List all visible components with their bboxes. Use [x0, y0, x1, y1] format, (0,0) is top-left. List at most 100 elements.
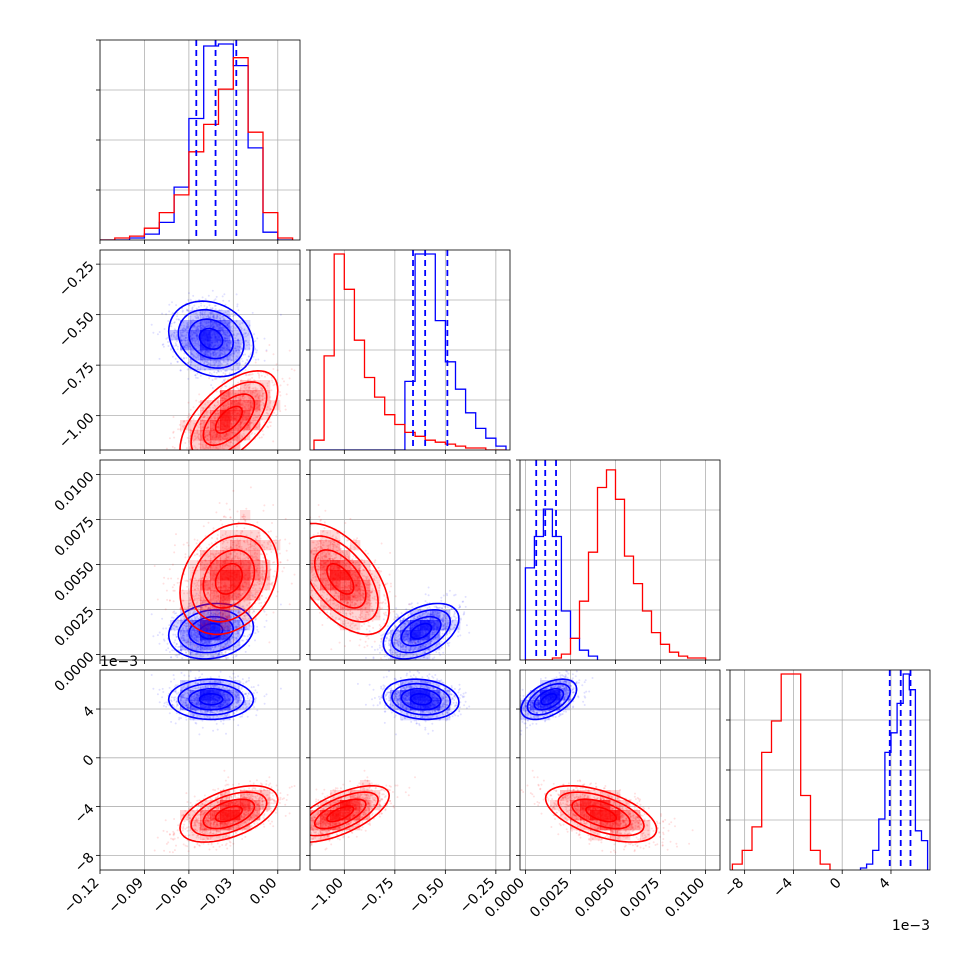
scatter-point — [171, 586, 174, 589]
scatter-point — [233, 314, 236, 317]
scatter-point — [178, 423, 181, 426]
scatter-point — [272, 353, 275, 356]
scatter-point — [185, 651, 188, 654]
scatter-point — [191, 340, 194, 342]
scatter-point — [167, 647, 170, 650]
scatter-point — [206, 663, 208, 665]
scatter-point — [204, 298, 207, 301]
scatter-point — [186, 419, 189, 422]
scatter-point — [232, 315, 234, 318]
scatter-point — [185, 641, 188, 644]
scatter-point — [216, 401, 219, 404]
scatter-point — [247, 355, 250, 358]
scatter-point — [206, 596, 209, 599]
scatter-point — [220, 316, 223, 319]
scatter-point — [198, 632, 201, 635]
scatter-point — [236, 453, 238, 455]
scatter-point — [189, 408, 192, 411]
scatter-point — [206, 662, 208, 664]
scatter-point — [185, 334, 188, 336]
scatter-point — [214, 441, 216, 444]
scatter-point — [237, 389, 240, 392]
scatter-point — [181, 328, 184, 331]
scatter-point — [196, 354, 199, 357]
scatter-point — [167, 345, 170, 347]
scatter-point — [204, 368, 206, 371]
scatter-point — [223, 293, 226, 296]
scatter-point — [213, 641, 216, 644]
scatter-point — [177, 618, 180, 621]
scatter-point — [175, 635, 178, 638]
scatter-point — [179, 369, 182, 372]
scatter-point — [188, 447, 191, 450]
scatter-point — [168, 599, 171, 602]
scatter-point — [214, 353, 217, 356]
scatter-point — [217, 660, 219, 662]
scatter-point — [189, 667, 191, 669]
scatter-point — [186, 349, 189, 352]
scatter-point — [201, 443, 204, 446]
scatter-point — [170, 335, 173, 338]
scatter-point — [186, 327, 189, 330]
scatter-point — [204, 403, 207, 406]
scatter-point — [218, 370, 220, 373]
scatter-point — [218, 350, 221, 353]
scatter-point — [250, 390, 253, 393]
scatter-point — [207, 426, 210, 429]
scatter-point — [256, 410, 259, 413]
scatter-point — [242, 634, 245, 637]
scatter-point — [254, 389, 257, 392]
scatter-point — [205, 412, 208, 415]
scatter-point — [175, 533, 177, 536]
scatter-point — [261, 397, 264, 400]
scatter-point — [260, 417, 263, 420]
scatter-point — [197, 354, 200, 356]
density-block — [210, 360, 221, 371]
scatter-point — [191, 643, 194, 646]
scatter-point — [239, 398, 242, 401]
scatter-point — [214, 657, 216, 660]
density-block — [250, 390, 261, 401]
scatter-point — [210, 612, 213, 615]
scatter-point — [182, 637, 185, 640]
scatter-point — [221, 447, 224, 450]
scatter-point — [269, 425, 272, 427]
contour-level-2 — [202, 393, 256, 446]
density-block — [230, 410, 241, 421]
scatter-point — [189, 447, 192, 450]
contour-level-4 — [167, 300, 255, 378]
scatter-point — [211, 353, 214, 356]
scatter-point — [235, 439, 238, 442]
scatter-point — [192, 463, 194, 465]
scatter-point — [194, 374, 197, 377]
scatter-point — [216, 409, 219, 412]
scatter-point — [251, 431, 254, 434]
scatter-point — [184, 442, 187, 444]
scatter-point — [258, 398, 261, 401]
scatter-point — [180, 663, 182, 665]
scatter-point — [216, 410, 219, 413]
scatter-point — [213, 364, 216, 367]
scatter-point — [182, 329, 184, 332]
scatter-point — [231, 389, 234, 392]
scatter-point — [201, 437, 203, 439]
scatter-point — [246, 379, 249, 382]
scatter-point — [219, 317, 222, 320]
scatter-point — [208, 304, 211, 307]
scatter-point — [230, 453, 232, 455]
scatter-point — [201, 419, 204, 422]
scatter-point — [217, 617, 220, 620]
scatter-point — [197, 433, 200, 436]
scatter-point — [192, 353, 195, 356]
scatter-point — [260, 403, 263, 406]
scatter-point — [216, 614, 219, 617]
scatter-point — [170, 334, 173, 337]
scatter-point — [234, 655, 237, 658]
scatter-point — [235, 435, 238, 438]
scatter-point — [182, 638, 185, 641]
scatter-point — [254, 410, 257, 413]
density-block — [230, 330, 241, 341]
density-block — [200, 320, 211, 331]
scatter-point — [234, 392, 237, 395]
scatter-point — [225, 444, 228, 447]
